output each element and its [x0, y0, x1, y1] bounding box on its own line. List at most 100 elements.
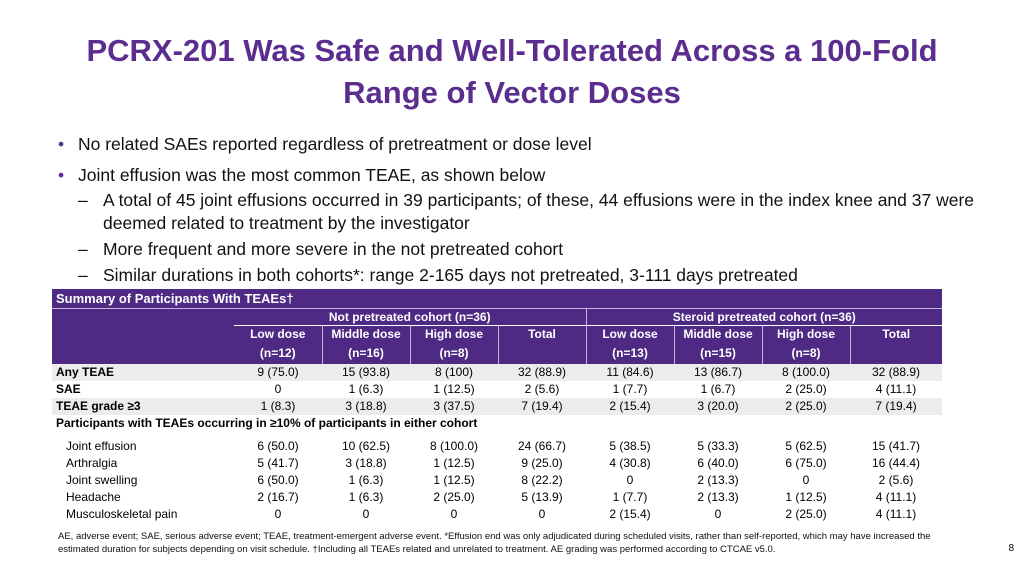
col-header: High dose [409, 325, 498, 342]
title-line-2: Range of Vector Doses [343, 75, 681, 110]
teae-summary-table: Summary of Participants With TEAEs† Not … [52, 289, 942, 523]
table-row: SAE 0 1 (6.3) 1 (12.5) 2 (5.6) 1 (7.7) 1… [52, 381, 942, 398]
row-label: Musculoskeletal pain [66, 507, 178, 521]
col-n [849, 342, 942, 364]
bullet-list: • No related SAEs reported regardless of… [58, 133, 978, 287]
table-row: Joint swelling 6 (50.0) 1 (6.3) 1 (12.5)… [52, 472, 942, 489]
cell: 1 (7.7) [612, 382, 648, 396]
sub-bullet-2-text: More frequent and more severe in the not… [103, 239, 564, 259]
cell: 8 (100) [434, 365, 474, 379]
section-label: Participants with TEAEs occurring in ≥10… [56, 416, 478, 430]
sub-bullet-1: – A total of 45 joint effusions occurred… [58, 189, 978, 235]
cell: 5 (33.3) [697, 439, 739, 453]
cell: 4 (11.1) [875, 490, 917, 504]
cell: 7 (19.4) [875, 399, 917, 413]
section-row: Participants with TEAEs occurring in ≥10… [52, 415, 942, 432]
bullet-2-text: Joint effusion was the most common TEAE,… [78, 165, 546, 185]
col-n: (n=15) [673, 342, 762, 364]
cell: 2 (15.4) [609, 507, 651, 521]
cell: 5 (13.9) [521, 490, 563, 504]
col-header: High dose [761, 325, 850, 342]
row-label: Arthralgia [66, 456, 118, 470]
cell: 3 (18.8) [345, 399, 387, 413]
col-n: (n=13) [585, 342, 674, 364]
table-row: Musculoskeletal pain 0 0 0 0 2 (15.4) 0 … [52, 506, 942, 523]
cell: 2 (15.4) [609, 399, 651, 413]
sub-bullet-2: – More frequent and more severe in the n… [58, 238, 978, 261]
col-n [497, 342, 586, 364]
cell: 5 (62.5) [785, 439, 827, 453]
cell: 1 (6.7) [700, 382, 736, 396]
cell: 6 (50.0) [257, 439, 299, 453]
cell: 1 (6.3) [348, 382, 384, 396]
row-label: Any TEAE [56, 365, 115, 379]
row-label: TEAE grade ≥3 [56, 399, 141, 413]
cell: 6 (40.0) [697, 456, 739, 470]
cell: 1 (12.5) [785, 490, 827, 504]
column-n-row: (n=12) (n=16) (n=8) (n=13) (n=15) (n=8) [52, 342, 942, 364]
cell: 1 (8.3) [260, 399, 296, 413]
bullet-dot-icon: • [58, 165, 65, 185]
cell: 3 (37.5) [433, 399, 475, 413]
cell: 1 (6.3) [348, 473, 384, 487]
cell: 0 [714, 507, 722, 521]
col-header: Low dose [585, 325, 674, 342]
row-label: SAE [56, 382, 81, 396]
table-row: Arthralgia 5 (41.7) 3 (18.8) 1 (12.5) 9 … [52, 455, 942, 472]
cell: 2 (5.6) [524, 382, 560, 396]
bullet-1: • No related SAEs reported regardless of… [58, 133, 978, 155]
cell: 5 (41.7) [257, 456, 299, 470]
col-header: Low dose [250, 327, 306, 341]
cell: 16 (44.4) [871, 456, 921, 470]
cell: 2 (13.3) [697, 473, 739, 487]
cell: 0 [274, 507, 282, 521]
col-header: Middle dose [673, 325, 762, 342]
cohort-not-pretreated: Not pretreated cohort (n=36) [234, 308, 586, 326]
row-label: Joint swelling [66, 473, 138, 487]
bullet-1-text: No related SAEs reported regardless of p… [78, 134, 592, 154]
cell: 1 (12.5) [433, 473, 475, 487]
cell: 5 (38.5) [609, 439, 651, 453]
cell: 2 (25.0) [785, 382, 827, 396]
cell: 0 [802, 473, 810, 487]
cell: 32 (88.9) [517, 365, 567, 379]
cohort-header-row: Not pretreated cohort (n=36) Steroid pre… [52, 308, 942, 326]
cell: 9 (75.0) [257, 365, 299, 379]
cell: 8 (22.2) [521, 473, 563, 487]
cell: 2 (25.0) [785, 399, 827, 413]
cell: 10 (62.5) [341, 439, 391, 453]
table-caption: Summary of Participants With TEAEs† [56, 291, 294, 306]
table-row: TEAE grade ≥3 1 (8.3) 3 (18.8) 3 (37.5) … [52, 398, 942, 415]
cell: 24 (66.7) [517, 439, 567, 453]
footnote: AE, adverse event; SAE, serious adverse … [58, 531, 931, 555]
cell: 8 (100.0) [781, 365, 831, 379]
sub-bullet-1-text: A total of 45 joint effusions occurred i… [103, 190, 975, 233]
cell: 2 (25.0) [433, 490, 475, 504]
table-row: Joint effusion 6 (50.0) 10 (62.5) 8 (100… [52, 438, 942, 455]
cell: 2 (16.7) [257, 490, 299, 504]
cell: 0 [626, 473, 634, 487]
cell: 7 (19.4) [521, 399, 563, 413]
cell: 1 (12.5) [433, 456, 475, 470]
cell: 2 (13.3) [697, 490, 739, 504]
sub-bullet-3: – Similar durations in both cohorts*: ra… [58, 264, 978, 287]
cell: 2 (5.6) [878, 473, 914, 487]
column-name-row: Low dose Middle dose High dose Total Low… [52, 325, 942, 342]
cell: 8 (100.0) [429, 439, 479, 453]
cell: 6 (50.0) [257, 473, 299, 487]
bullet-2: • Joint effusion was the most common TEA… [58, 164, 978, 186]
cell: 0 [450, 507, 458, 521]
cell: 32 (88.9) [871, 365, 921, 379]
cell: 2 (25.0) [785, 507, 827, 521]
cell: 15 (93.8) [341, 365, 391, 379]
cell: 13 (86.7) [693, 365, 743, 379]
cell: 3 (18.8) [345, 456, 387, 470]
col-header: Total [849, 325, 942, 342]
cell: 0 [274, 382, 282, 396]
cell: 6 (75.0) [785, 456, 827, 470]
sub-bullet-3-text: Similar durations in both cohorts*: rang… [103, 265, 798, 285]
col-header: Middle dose [321, 325, 410, 342]
cell: 3 (20.0) [697, 399, 739, 413]
table-row: Any TEAE 9 (75.0) 15 (93.8) 8 (100) 32 (… [52, 364, 942, 381]
row-label: Joint effusion [66, 439, 137, 453]
